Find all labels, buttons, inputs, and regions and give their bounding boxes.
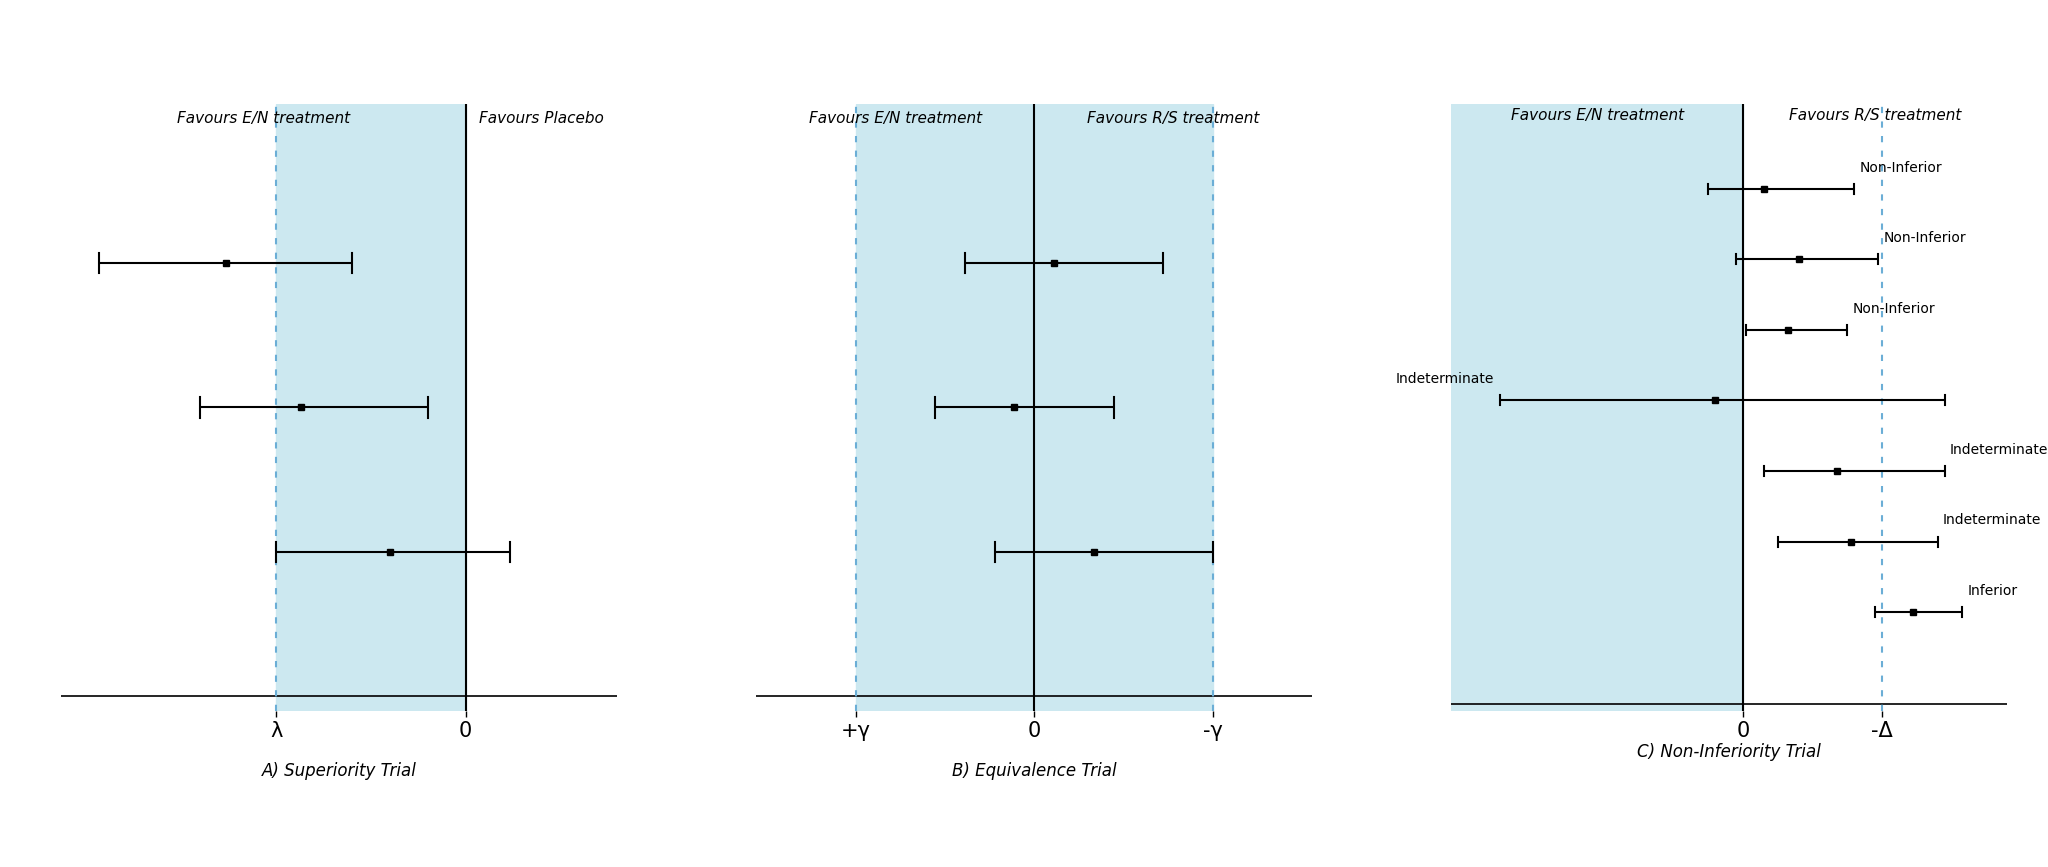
Text: Favours R/S treatment: Favours R/S treatment [1087,111,1260,127]
Text: A) Superiority Trial: A) Superiority Trial [262,761,418,779]
Text: Inferior: Inferior [1968,584,2017,598]
Text: Non-Inferior: Non-Inferior [1860,160,1942,174]
Text: Favours E/N treatment: Favours E/N treatment [809,111,981,127]
Text: Indeterminate: Indeterminate [1950,443,2048,457]
Text: Favours E/N treatment: Favours E/N treatment [1511,108,1683,122]
Text: C) Non-Inferiority Trial: C) Non-Inferiority Trial [1636,743,1821,760]
Text: Favours R/S treatment: Favours R/S treatment [1788,108,1962,122]
Bar [1452,104,1743,711]
Text: B) Equivalence Trial: B) Equivalence Trial [952,761,1116,779]
Text: Favours Placebo: Favours Placebo [479,111,604,127]
Text: Non-Inferior: Non-Inferior [1853,302,1935,316]
Bar [856,104,1212,711]
Text: Non-Inferior: Non-Inferior [1884,231,1966,245]
Bar [276,104,465,711]
Text: Favours E/N treatment: Favours E/N treatment [176,111,350,127]
Text: Indeterminate: Indeterminate [1944,513,2042,527]
Text: Indeterminate: Indeterminate [1397,372,1495,387]
